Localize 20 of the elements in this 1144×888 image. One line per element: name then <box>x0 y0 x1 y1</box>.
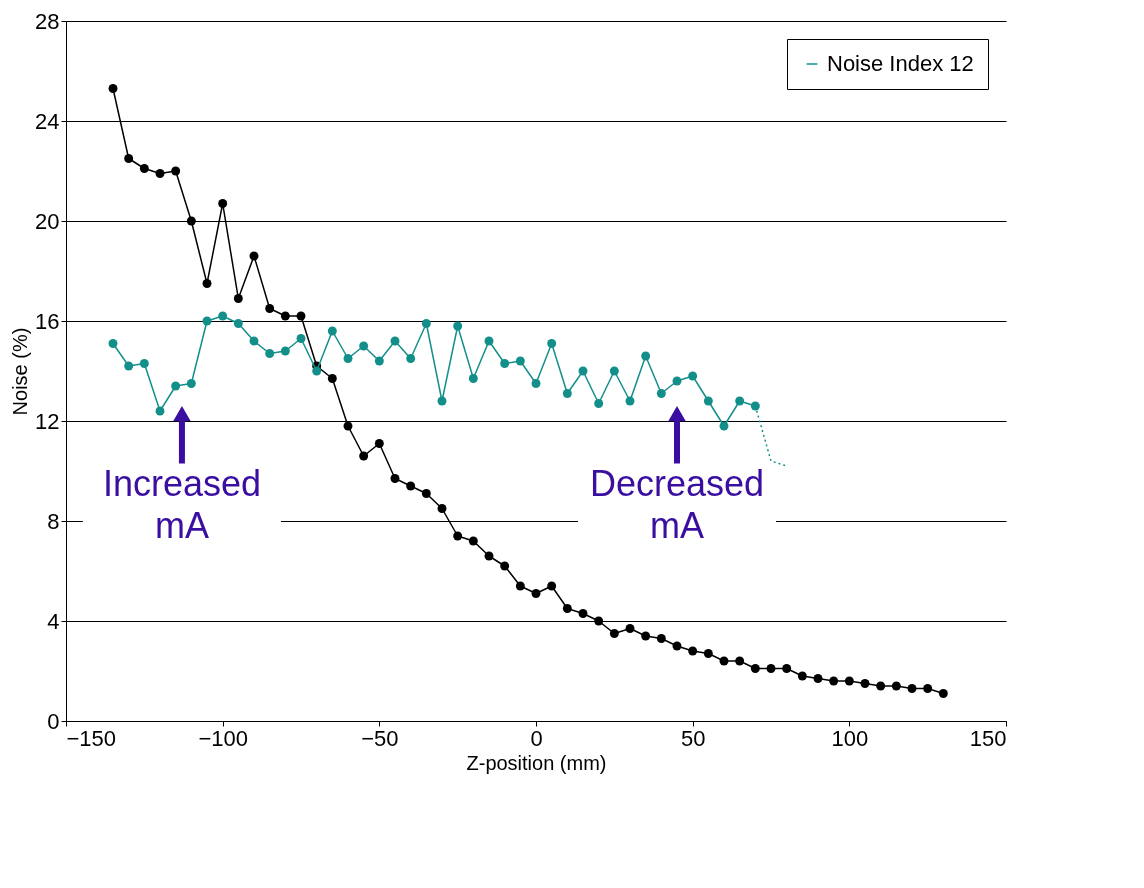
x-tick-label: −100 <box>198 725 248 751</box>
y-tick-label: 0 <box>47 708 60 734</box>
y-tick-label: 12 <box>35 408 60 434</box>
y-axis-title: Noise (%) <box>9 327 32 416</box>
y-tick-label: 24 <box>35 108 60 134</box>
x-tick-label: 100 <box>831 725 869 751</box>
y-tick-label: 28 <box>35 8 60 34</box>
x-tick-label: −150 <box>66 725 117 751</box>
y-tick-label: 4 <box>47 608 60 634</box>
x-tick-label: −50 <box>361 725 399 751</box>
x-tick-label: 50 <box>680 725 706 751</box>
x-axis-title: Z-position (mm) <box>466 751 607 774</box>
annotation: Increased mA <box>102 462 261 546</box>
y-tick-label: 20 <box>35 208 60 234</box>
legend-label: Noise Index 12 <box>827 51 974 76</box>
annotation: Decreased mA <box>589 462 765 546</box>
x-tick-label: 150 <box>969 725 1007 751</box>
y-tick-label: 8 <box>47 508 60 534</box>
y-tick-label: 16 <box>35 308 60 334</box>
x-tick-label: 0 <box>530 725 543 751</box>
